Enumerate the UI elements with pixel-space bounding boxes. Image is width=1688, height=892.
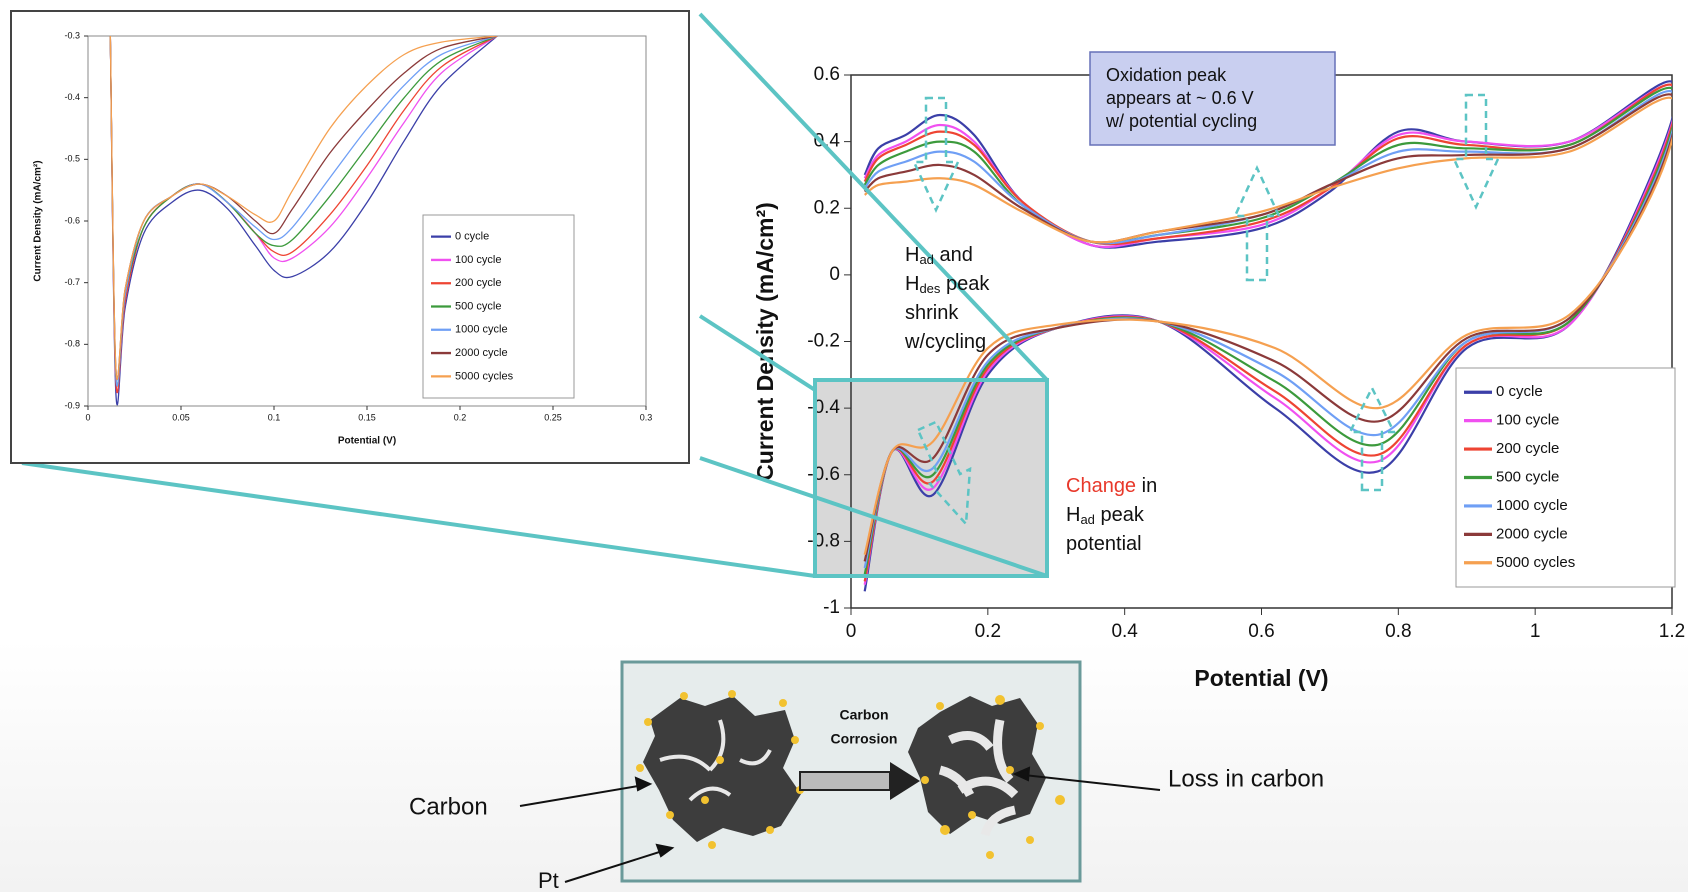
- y-tick-label: -0.4: [64, 92, 80, 102]
- legend-label: 200 cycle: [455, 277, 501, 289]
- x-tick-label: 0.8: [1385, 621, 1411, 642]
- subscript: ad: [1080, 512, 1094, 527]
- y-axis-label: Current Density (mA/cm²): [752, 202, 778, 481]
- pt-label: Pt: [538, 868, 559, 892]
- legend-label: 0 cycle: [1496, 383, 1543, 400]
- x-tick-label: 1.2: [1659, 621, 1685, 642]
- y-tick-label: -0.6: [64, 215, 80, 225]
- note-text: Change: [1066, 475, 1136, 497]
- x-tick-label: 0.4: [1111, 621, 1138, 642]
- note-line: Had peak: [1066, 504, 1145, 527]
- note-line: shrink: [905, 302, 959, 324]
- legend-label: 0 cycle: [455, 231, 489, 243]
- y-tick-label: -0.8: [64, 339, 80, 349]
- y-tick-label: -0.5: [64, 154, 80, 164]
- x-tick-label: 0: [85, 412, 90, 422]
- note-text: and: [934, 244, 973, 266]
- note-line: Had and: [905, 244, 973, 267]
- y-axis-label: Current Density (mA/cm²): [33, 160, 44, 281]
- y-tick-label: 0.2: [814, 197, 840, 218]
- y-tick-label: -1: [823, 597, 840, 618]
- note-text: H: [1066, 504, 1080, 526]
- change-note: Change in Had peak potential: [1066, 475, 1157, 555]
- y-tick-label: 0: [829, 264, 840, 285]
- carbon-label: Carbon: [409, 793, 488, 820]
- legend-label: 2000 cycle: [455, 347, 508, 359]
- legend-label: 2000 cycle: [1496, 525, 1568, 542]
- note-line: Hdes peak: [905, 273, 990, 296]
- legend-label: 5000 cycles: [1496, 554, 1575, 571]
- x-tick-label: 1: [1530, 621, 1541, 642]
- legend-label: 500 cycle: [1496, 468, 1559, 485]
- x-axis-label: Potential (V): [338, 436, 396, 447]
- subscript: des: [919, 281, 940, 296]
- x-tick-label: 0.2: [975, 621, 1001, 642]
- y-tick-label: -0.8: [807, 530, 840, 551]
- legend-label: 200 cycle: [1496, 440, 1559, 457]
- y-tick-label: -0.3: [64, 30, 80, 40]
- note-text: in: [1136, 475, 1157, 497]
- subscript: ad: [919, 252, 933, 267]
- legend-label: 1000 cycle: [455, 324, 508, 336]
- y-tick-label: -0.6: [807, 464, 840, 485]
- process-label: Carbon: [840, 707, 889, 723]
- note-line: appears at ~ 0.6 V: [1106, 88, 1254, 108]
- legend-label: 5000 cycles: [455, 370, 514, 382]
- y-tick-label: -0.9: [64, 400, 80, 410]
- note-text: H: [905, 273, 919, 295]
- x-tick-label: 0.15: [358, 412, 376, 422]
- note-text: peak: [940, 273, 990, 295]
- note-text: shrink: [905, 302, 959, 324]
- connector: [22, 463, 815, 576]
- x-tick-label: 0: [846, 621, 857, 642]
- y-tick-label: -0.7: [64, 277, 80, 287]
- note-line: w/ potential cycling: [1105, 111, 1257, 131]
- legend-label: 500 cycle: [455, 300, 501, 312]
- legend-label: 1000 cycle: [1496, 497, 1568, 514]
- x-tick-label: 0.1: [268, 412, 281, 422]
- figure: 0.60.40.20-0.2-0.4-0.6-0.8-100.20.40.60.…: [0, 0, 1688, 892]
- x-axis-label: Potential (V): [1194, 665, 1328, 691]
- legend-label: 100 cycle: [1496, 412, 1559, 429]
- zoom-region: [815, 380, 1047, 576]
- loss-label: Loss in carbon: [1168, 765, 1324, 792]
- x-tick-label: 0.6: [1248, 621, 1274, 642]
- x-tick-label: 0.3: [640, 412, 653, 422]
- x-tick-label: 0.2: [454, 412, 467, 422]
- y-tick-label: -0.4: [807, 397, 840, 418]
- note-line: Oxidation peak: [1106, 65, 1227, 85]
- process-label: Corrosion: [831, 731, 898, 747]
- note-line: w/cycling: [904, 331, 986, 353]
- y-tick-label: 0.6: [814, 64, 840, 85]
- note-text: w/cycling: [904, 331, 986, 353]
- x-tick-label: 0.05: [172, 412, 190, 422]
- note-line: potential: [1066, 533, 1142, 555]
- x-tick-label: 0.25: [544, 412, 562, 422]
- note-text: H: [905, 244, 919, 266]
- note-line: Change in: [1066, 475, 1157, 497]
- y-tick-label: -0.2: [807, 331, 840, 352]
- legend-label: 100 cycle: [455, 254, 501, 266]
- note-text: potential: [1066, 533, 1142, 555]
- note-text: peak: [1095, 504, 1145, 526]
